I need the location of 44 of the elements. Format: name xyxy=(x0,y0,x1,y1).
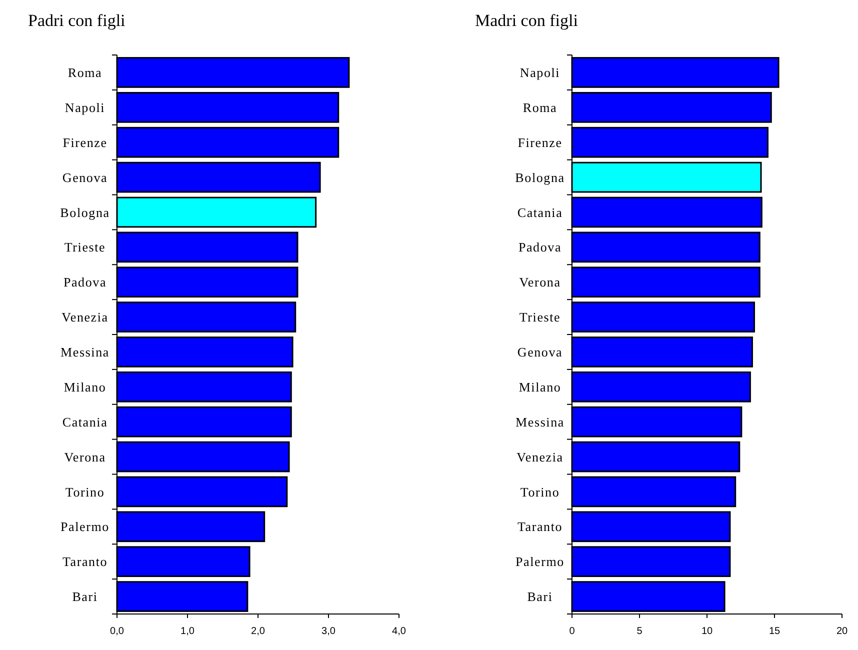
y-tick-label: Padova xyxy=(63,274,107,290)
y-tick-label: Trieste xyxy=(64,240,106,255)
y-tick-label: Milano xyxy=(64,379,106,394)
y-tick-label: Verona xyxy=(519,274,561,290)
chart-title: Madri con figli xyxy=(475,11,578,30)
y-tick-label: Torino xyxy=(520,484,560,500)
y-tick-label: Catania xyxy=(517,204,563,220)
y-tick-label: Napoli xyxy=(520,65,560,80)
y-tick-label: Palermo xyxy=(60,519,110,534)
y-tick-label: Messina xyxy=(60,344,110,360)
y-tick-label: Bologna xyxy=(515,170,565,185)
x-tick-label: 20 xyxy=(836,626,848,637)
x-tick-label: 2,0 xyxy=(251,626,266,637)
y-tick-label: Firenze xyxy=(62,134,108,150)
y-tick-label: Messina xyxy=(516,414,564,430)
y-tick-label: Genova xyxy=(517,344,563,360)
y-tick-label: Catania xyxy=(62,414,108,430)
y-tick-label: Milano xyxy=(518,379,562,394)
x-tick-label: 4,0 xyxy=(392,626,406,637)
y-tick-label: Palermo xyxy=(516,554,564,570)
chart-title: Padri con figli xyxy=(28,11,126,30)
y-tick-label: Roma xyxy=(68,65,102,80)
y-tick-label: Torino xyxy=(65,484,105,500)
y-tick-label: Venezia xyxy=(516,449,564,464)
x-tick-label: 3,0 xyxy=(322,626,336,637)
x-tick-label: 0,0 xyxy=(110,626,124,637)
y-tick-label: Trieste xyxy=(519,310,561,325)
x-tick-label: 0 xyxy=(569,626,576,637)
y-tick-label: Venezia xyxy=(62,310,108,325)
x-tick-label: 1,0 xyxy=(180,626,195,637)
y-tick-label: Padova xyxy=(518,240,562,255)
y-tick-label: Taranto xyxy=(62,554,108,570)
y-tick-label: Taranto xyxy=(517,519,563,534)
y-tick-label: Roma xyxy=(522,100,558,115)
y-tick-label: Firenze xyxy=(518,134,562,150)
x-tick-label: 10 xyxy=(701,626,713,637)
y-tick-label: Verona xyxy=(64,449,106,464)
x-tick-label: 15 xyxy=(768,626,780,637)
x-tick-label: 5 xyxy=(636,626,643,637)
y-tick-label: Bari xyxy=(527,589,553,604)
y-tick-label: Genova xyxy=(62,170,108,185)
y-tick-label: Napoli xyxy=(64,100,106,115)
y-tick-label: Bologna xyxy=(60,204,110,220)
y-tick-label: Bari xyxy=(72,589,98,604)
